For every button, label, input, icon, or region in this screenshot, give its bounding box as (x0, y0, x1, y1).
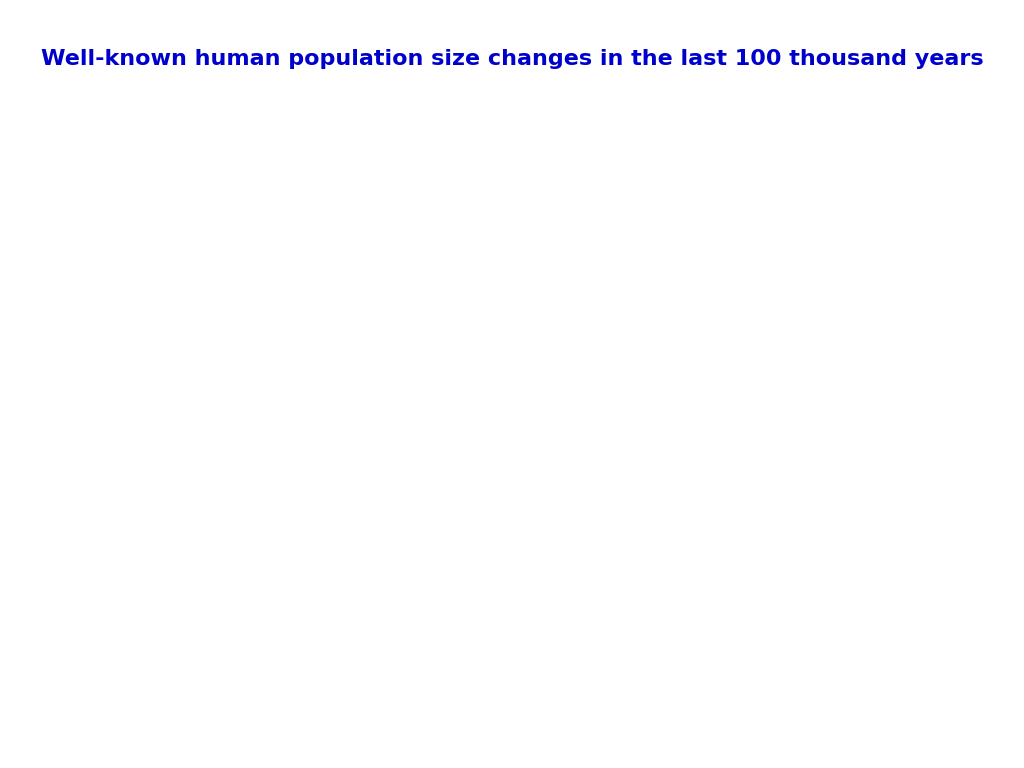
Text: Well-known human population size changes in the last 100 thousand years: Well-known human population size changes… (41, 49, 983, 69)
